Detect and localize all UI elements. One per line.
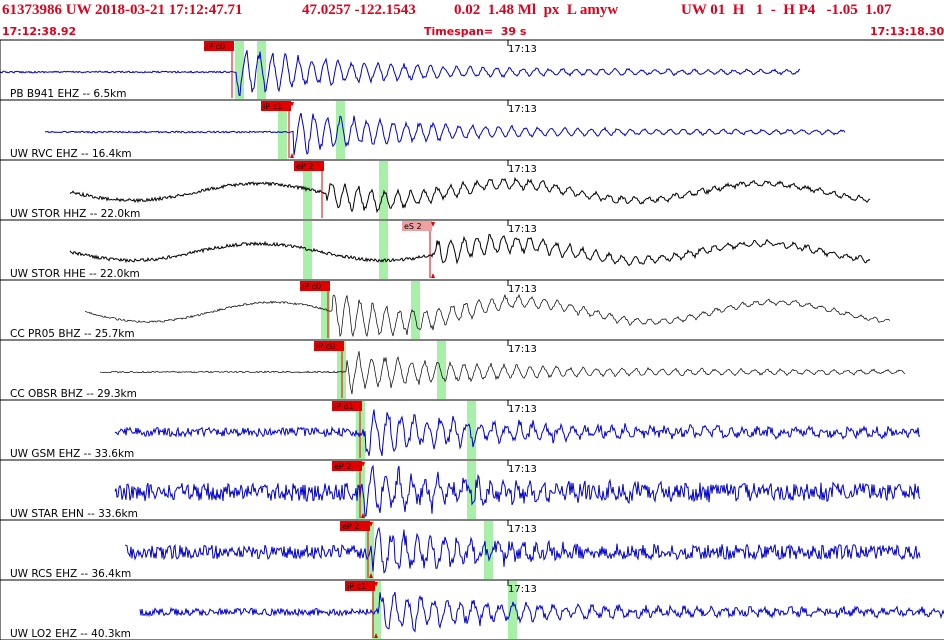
pick-flag[interactable] — [332, 401, 362, 411]
waveform — [0, 50, 801, 97]
pick-window — [365, 521, 374, 579]
pick-window — [411, 281, 420, 339]
trace-row[interactable]: iP c1 17:13 UW RVC EHZ -- 16.4km — [0, 100, 944, 161]
pick-window — [278, 101, 287, 159]
time-tick-label: 17:13 — [508, 524, 537, 535]
time-tick-label: 17:13 — [508, 344, 537, 355]
trace-row[interactable]: iP c0 17:13 PB B941 EHZ -- 6.5km — [0, 40, 944, 101]
pick-label: iP c1 — [263, 102, 282, 111]
waveform — [99, 351, 906, 395]
pick-arrow-icon — [431, 273, 435, 278]
timespan: Timespan= 39 s — [424, 25, 527, 38]
station-label: UW STOR HHZ -- 22.0km — [10, 208, 140, 220]
pick-flag[interactable] — [300, 281, 330, 291]
waveform — [69, 233, 871, 267]
waveform — [124, 526, 921, 574]
pick-arrow-icon — [361, 462, 365, 467]
station-label: CC OBSR BHZ -- 29.3km — [10, 388, 137, 400]
time-tick-label: 17:13 — [508, 584, 537, 595]
waveform — [69, 176, 871, 214]
pick-window — [303, 161, 312, 219]
trace-row[interactable]: iP c0 17:13 CC PR05 BHZ -- 25.7km — [0, 280, 944, 341]
pick-flag[interactable] — [314, 341, 344, 351]
pick-label: iP c0 — [206, 42, 225, 51]
pick-flag[interactable] — [402, 221, 432, 231]
pick-label: eS 2 — [404, 222, 422, 231]
waveform — [114, 464, 921, 517]
station-label: UW RVC EHZ -- 16.4km — [10, 148, 132, 160]
pick-flag[interactable] — [345, 581, 375, 591]
trace-row[interactable]: iP c1 17:13 UW LO2 EHZ -- 40.3km — [0, 580, 944, 640]
time-tick-label: 17:13 — [508, 464, 537, 475]
pick-arrow-icon — [369, 573, 373, 578]
event-id: 61373986 UW 2018-03-21 17:12:47.71 — [2, 2, 243, 18]
event-location: 47.0257 -122.1543 — [302, 2, 416, 18]
trace-row[interactable]: iP d1 17:13 UW GSM EHZ -- 33.6km — [0, 400, 944, 461]
waveform — [84, 293, 891, 338]
waveform — [114, 409, 921, 457]
pick-label: eP 2 — [334, 462, 351, 471]
event-quality: UW 01 H 1 - H P4 -1.05 1.07 — [681, 2, 892, 18]
pick-flag[interactable] — [204, 41, 234, 51]
time-tick-label: 17:13 — [508, 104, 537, 115]
pick-label: iP c0 — [302, 282, 321, 291]
pick-arrow-icon — [431, 222, 435, 227]
waveform — [139, 591, 944, 633]
trace-row[interactable]: eP 2 17:13 UW STAR EHN -- 33.6km — [0, 460, 944, 521]
pick-window — [379, 221, 388, 279]
pick-window — [508, 581, 517, 639]
pick-label: iP c0 — [316, 342, 335, 351]
pick-arrow-icon — [374, 633, 378, 638]
pick-arrow-icon — [290, 153, 294, 158]
start-time: 17:12:38.92 — [2, 25, 77, 38]
time-tick-label: 17:13 — [508, 224, 537, 235]
station-label: UW GSM EHZ -- 33.6km — [10, 448, 134, 460]
pick-arrow-icon — [374, 582, 378, 587]
time-tick-label: 17:13 — [508, 44, 537, 55]
station-label: UW STAR EHN -- 33.6km — [10, 508, 138, 520]
pick-window — [379, 161, 388, 219]
pick-window — [336, 101, 345, 159]
pick-label: eP 2 — [342, 522, 359, 531]
pick-flag[interactable] — [261, 101, 291, 111]
pick-window — [235, 41, 244, 99]
pick-window — [437, 341, 446, 399]
pick-flag[interactable] — [294, 161, 324, 171]
pick-window — [257, 41, 266, 99]
pick-arrow-icon — [361, 513, 365, 518]
trace-row[interactable]: eS 2 17:13 UW STOR HHE -- 22.0km — [0, 220, 944, 281]
pick-arrow-icon — [290, 102, 294, 107]
station-label: UW RCS EHZ -- 36.4km — [10, 568, 131, 580]
station-label: PB B941 EHZ -- 6.5km — [10, 88, 126, 100]
event-header: 61373986 UW 2018-03-21 17:12:47.71 47.02… — [0, 0, 944, 40]
pick-label: iP d1 — [334, 402, 354, 411]
pick-window — [321, 281, 330, 339]
end-time: 17:13:18.30 — [870, 25, 944, 38]
pick-label: eP 2 — [296, 162, 313, 171]
pick-label: iP c1 — [347, 582, 366, 591]
trace-row[interactable]: iP c0 17:13 CC OBSR BHZ -- 29.3km — [0, 340, 944, 401]
pick-arrow-icon — [369, 522, 373, 527]
trace-row[interactable]: eP 2 17:13 UW RCS EHZ -- 36.4km — [0, 520, 944, 581]
station-label: CC PR05 BHZ -- 25.7km — [10, 328, 135, 340]
pick-window — [467, 401, 476, 459]
time-tick-label: 17:13 — [508, 164, 537, 175]
station-label: UW STOR HHE -- 22.0km — [10, 268, 140, 280]
time-tick-label: 17:13 — [508, 284, 537, 295]
event-magnitude: 0.02 1.48 Ml px L amyw — [454, 2, 619, 18]
waveform — [45, 112, 846, 156]
pick-flag[interactable] — [332, 461, 362, 471]
trace-row[interactable]: eP 2 17:13 UW STOR HHZ -- 22.0km — [0, 160, 944, 221]
pick-flag[interactable] — [340, 521, 370, 531]
station-label: UW LO2 EHZ -- 40.3km — [10, 628, 131, 640]
pick-window — [484, 521, 493, 579]
time-tick-label: 17:13 — [508, 404, 537, 415]
